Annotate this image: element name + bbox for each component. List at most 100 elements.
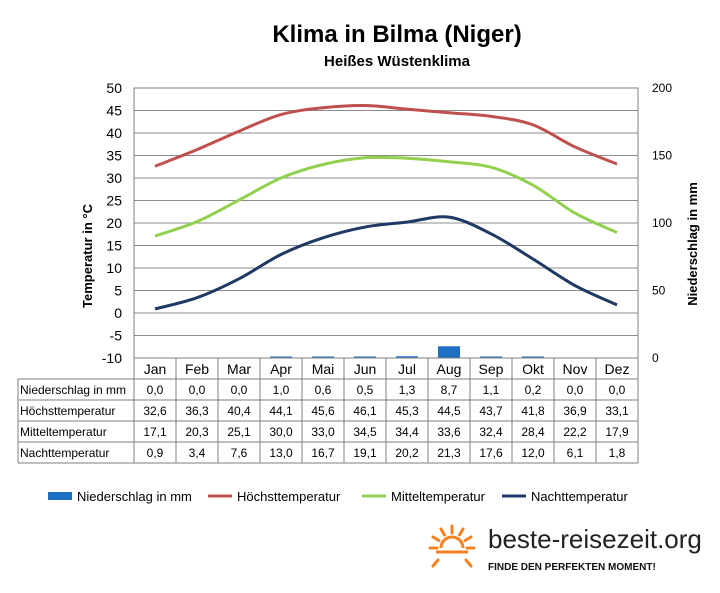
y-tick-label: 0	[114, 305, 122, 321]
row-header: Nachttemperatur	[20, 446, 109, 460]
precipitation-bar	[522, 356, 544, 358]
category-label: Mar	[227, 361, 251, 377]
category-label: Jan	[144, 361, 167, 377]
table-cell: 41,8	[521, 404, 545, 418]
branding: beste-reisezeit.org FINDE DEN PERFEKTEN …	[428, 524, 702, 573]
legend-swatch	[48, 492, 72, 500]
brand-tagline: FINDE DEN PERFEKTEN MOMENT!	[488, 562, 656, 573]
brand-site: beste-reisezeit.org	[488, 524, 702, 554]
table-cell: 36,9	[563, 404, 587, 418]
precipitation-bar	[270, 356, 292, 358]
category-label: Feb	[185, 361, 209, 377]
sun-icon	[428, 524, 476, 568]
precipitation-bar	[396, 356, 418, 358]
table-cell: 1,0	[273, 383, 290, 397]
table-cell: 0,0	[189, 383, 206, 397]
table-cell: 43,7	[479, 404, 503, 418]
legend-label: Nachttemperatur	[531, 489, 628, 504]
chart-subtitle: Heißes Wüstenklima	[324, 53, 471, 70]
sun-ray	[458, 527, 465, 537]
data-table: Jan Feb Mar Apr Mai Jun Jul Aug Sep Okt Nov Dez Nied…	[17, 358, 639, 464]
precipitation-bar	[312, 356, 334, 358]
table-cell: 44,1	[269, 404, 293, 418]
table-cell: 34,4	[395, 425, 419, 439]
table-cell: 32,4	[479, 425, 503, 439]
table-cell: 0,9	[147, 446, 164, 460]
row-header: Höchsttemperatur	[20, 404, 115, 418]
y-tick-label: -10	[102, 350, 122, 366]
y-tick-label: 25	[106, 193, 122, 209]
precipitation-bars	[270, 346, 544, 358]
table-cell: 20,2	[395, 446, 419, 460]
sun-ray	[463, 535, 473, 542]
category-label: Dez	[605, 361, 630, 377]
chart-title: Klima in Bilma (Niger)	[272, 21, 521, 48]
table-cell: 17,9	[605, 425, 629, 439]
table-cell: 20,3	[185, 425, 209, 439]
table-cell: 7,6	[231, 446, 248, 460]
category-label: Apr	[270, 361, 292, 377]
table-cell: 32,6	[143, 404, 167, 418]
table-cell: 45,3	[395, 404, 419, 418]
category-label: Jun	[354, 361, 377, 377]
precipitation-bar	[480, 356, 502, 358]
category-label: Mai	[312, 361, 335, 377]
precipitation-bar	[354, 356, 376, 358]
temperature-lines	[154, 104, 618, 311]
y2-tick-label: 200	[652, 81, 672, 95]
category-label: Okt	[522, 361, 544, 377]
table-cell: 8,7	[441, 383, 458, 397]
table-cell: 19,1	[353, 446, 377, 460]
y2-axis-label: Niederschlag in mm	[685, 182, 700, 306]
category-label: Aug	[437, 361, 462, 377]
sun-arc	[439, 535, 465, 549]
table-cell: 12,0	[521, 446, 545, 460]
series-line	[154, 215, 618, 311]
table-cell: 0,0	[147, 383, 164, 397]
table-cell: 16,7	[311, 446, 335, 460]
table-cell: 0,0	[567, 383, 584, 397]
table-cell: 17,1	[143, 425, 167, 439]
y-tick-label: 10	[106, 260, 122, 276]
table-cell: 30,0	[269, 425, 293, 439]
y-tick-label: -5	[110, 328, 123, 344]
y2-tick-label: 100	[652, 216, 672, 230]
y2-tick-label: 50	[652, 284, 666, 298]
y2-tick-label: 150	[652, 149, 672, 163]
table-cell: 13,0	[269, 446, 293, 460]
y2-tick-label: 0	[652, 351, 659, 365]
legend-label: Mitteltemperatur	[391, 489, 486, 504]
y-tick-label: 40	[106, 125, 122, 141]
legend-label: Höchsttemperatur	[237, 489, 341, 504]
y-tick-label: 15	[106, 238, 122, 254]
table-cell: 28,4	[521, 425, 545, 439]
row-header: Niederschlag in mm	[20, 383, 126, 397]
table-cell: 1,8	[609, 446, 626, 460]
table-cell: 1,1	[483, 383, 500, 397]
y-tick-label: 45	[106, 103, 122, 119]
sun-ray	[431, 558, 440, 568]
table-cell: 0,5	[357, 383, 374, 397]
table-cell: 6,1	[567, 446, 584, 460]
table-cell: 21,3	[437, 446, 461, 460]
table-cell: 33,6	[437, 425, 461, 439]
table-cell: 0,0	[609, 383, 626, 397]
y-axis-label: Temperatur in °C	[80, 203, 95, 308]
sun-ray	[439, 527, 446, 537]
table-cell: 22,2	[563, 425, 587, 439]
y-tick-label: 35	[106, 148, 122, 164]
category-label: Sep	[479, 361, 504, 377]
table-cell: 36,3	[185, 404, 209, 418]
series-line	[154, 104, 618, 168]
table-cell: 0,6	[315, 383, 332, 397]
series-line	[154, 155, 618, 238]
row-header: Mitteltemperatur	[20, 425, 107, 439]
sun-ray	[464, 558, 473, 568]
table-cell: 25,1	[227, 425, 251, 439]
table-cell: 46,1	[353, 404, 377, 418]
y-tick-label: 30	[106, 170, 122, 186]
table-cell: 3,4	[189, 446, 206, 460]
table-cell: 33,1	[605, 404, 629, 418]
